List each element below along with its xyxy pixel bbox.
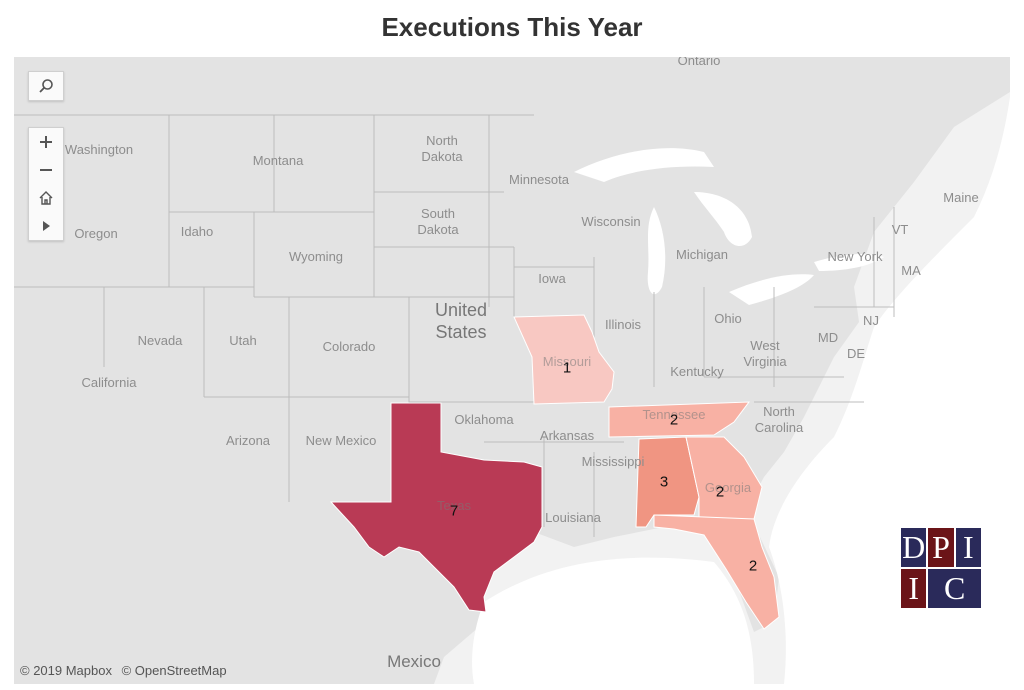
lake-ontario — [814, 254, 884, 271]
mapbox-attribution[interactable]: © 2019 Mapbox — [20, 663, 112, 678]
label-louisiana: Louisiana — [545, 510, 601, 525]
lake-superior — [574, 148, 714, 182]
label-vt: VT — [891, 222, 909, 237]
label-nevada: Nevada — [137, 333, 183, 348]
dpic-logo: D P I I C — [900, 527, 982, 609]
state-georgia[interactable] — [685, 436, 763, 523]
map-attribution: © 2019 Mapbox © OpenStreetMap — [20, 663, 233, 678]
label-new-mexico: New Mexico — [305, 433, 377, 448]
label-west-virginia: West Virginia — [743, 338, 787, 369]
play-triangle-icon[interactable] — [29, 212, 63, 240]
count-texas[interactable]: 7 — [449, 502, 459, 520]
count-alabama[interactable]: 3 — [659, 473, 669, 491]
label-united-states: United States — [434, 300, 488, 342]
zoom-controls[interactable] — [28, 127, 64, 241]
label-de: DE — [846, 346, 866, 361]
label-new-york: New York — [827, 249, 883, 264]
label-mississippi: Mississippi — [581, 454, 645, 469]
lake-huron — [694, 192, 752, 247]
count-missouri[interactable]: 1 — [562, 359, 572, 377]
minus-icon[interactable] — [29, 156, 63, 184]
logo-letter-c: C — [928, 569, 981, 608]
gulf-of-mexico — [472, 557, 754, 684]
state-missouri[interactable] — [513, 314, 615, 405]
label-maine: Maine — [943, 190, 979, 205]
search-control[interactable] — [28, 71, 64, 101]
label-arkansas: Arkansas — [539, 428, 595, 443]
label-colorado: Colorado — [322, 339, 376, 354]
state-florida[interactable] — [653, 514, 780, 630]
label-mexico: Mexico — [387, 652, 441, 671]
label-minnesota: Minnesota — [509, 172, 569, 187]
label-washington: Washington — [64, 142, 134, 157]
label-ohio: Ohio — [714, 311, 742, 326]
search-icon[interactable] — [29, 72, 63, 100]
state-texas[interactable] — [329, 402, 543, 613]
label-michigan: Michigan — [675, 247, 729, 262]
label-tennessee: Tennessee — [642, 407, 706, 422]
label-north-dakota: North Dakota — [421, 133, 463, 164]
logo-letter-d: D — [901, 528, 927, 567]
label-california: California — [81, 375, 137, 390]
label-oregon: Oregon — [74, 226, 118, 241]
label-texas: Texas — [437, 498, 471, 513]
state-borders — [14, 114, 895, 537]
lake-michigan — [647, 207, 666, 295]
logo-letter-i: I — [955, 528, 981, 567]
count-georgia[interactable]: 2 — [715, 483, 725, 501]
choropleth-map[interactable]: Ontario Washington Montana North Dakota … — [14, 57, 1010, 684]
lake-erie — [729, 274, 814, 305]
home-icon[interactable] — [29, 184, 63, 212]
label-wisconsin: Wisconsin — [581, 214, 641, 229]
label-wyoming: Wyoming — [288, 249, 344, 264]
osm-attribution[interactable]: © OpenStreetMap — [121, 663, 227, 678]
map-canvas[interactable] — [14, 57, 1010, 684]
label-iowa: Iowa — [538, 271, 566, 286]
state-tennessee[interactable] — [608, 401, 751, 438]
count-tennessee[interactable]: 2 — [669, 411, 679, 429]
map-title: Executions This Year — [381, 12, 643, 42]
label-nj: NJ — [863, 313, 879, 328]
label-south-dakota: South Dakota — [417, 206, 459, 237]
label-north-carolina: North Carolina — [754, 404, 804, 435]
label-kentucky: Kentucky — [670, 364, 724, 379]
label-oklahoma: Oklahoma — [454, 412, 514, 427]
label-utah: Utah — [229, 333, 257, 348]
logo-letter-p: P — [928, 528, 954, 567]
label-ontario: Ontario — [677, 57, 721, 68]
label-montana: Montana — [252, 153, 304, 168]
count-florida[interactable]: 2 — [748, 557, 758, 575]
label-md: MD — [817, 330, 839, 345]
logo-letter-i-lower: I — [901, 569, 927, 608]
label-georgia: Georgia — [704, 480, 752, 495]
label-idaho: Idaho — [180, 224, 214, 239]
label-illinois: Illinois — [604, 317, 642, 332]
label-arizona: Arizona — [225, 433, 271, 448]
land-mexico — [199, 502, 484, 684]
plus-icon[interactable] — [29, 128, 63, 156]
label-ma: MA — [901, 263, 921, 278]
label-missouri: Missouri — [542, 354, 592, 369]
